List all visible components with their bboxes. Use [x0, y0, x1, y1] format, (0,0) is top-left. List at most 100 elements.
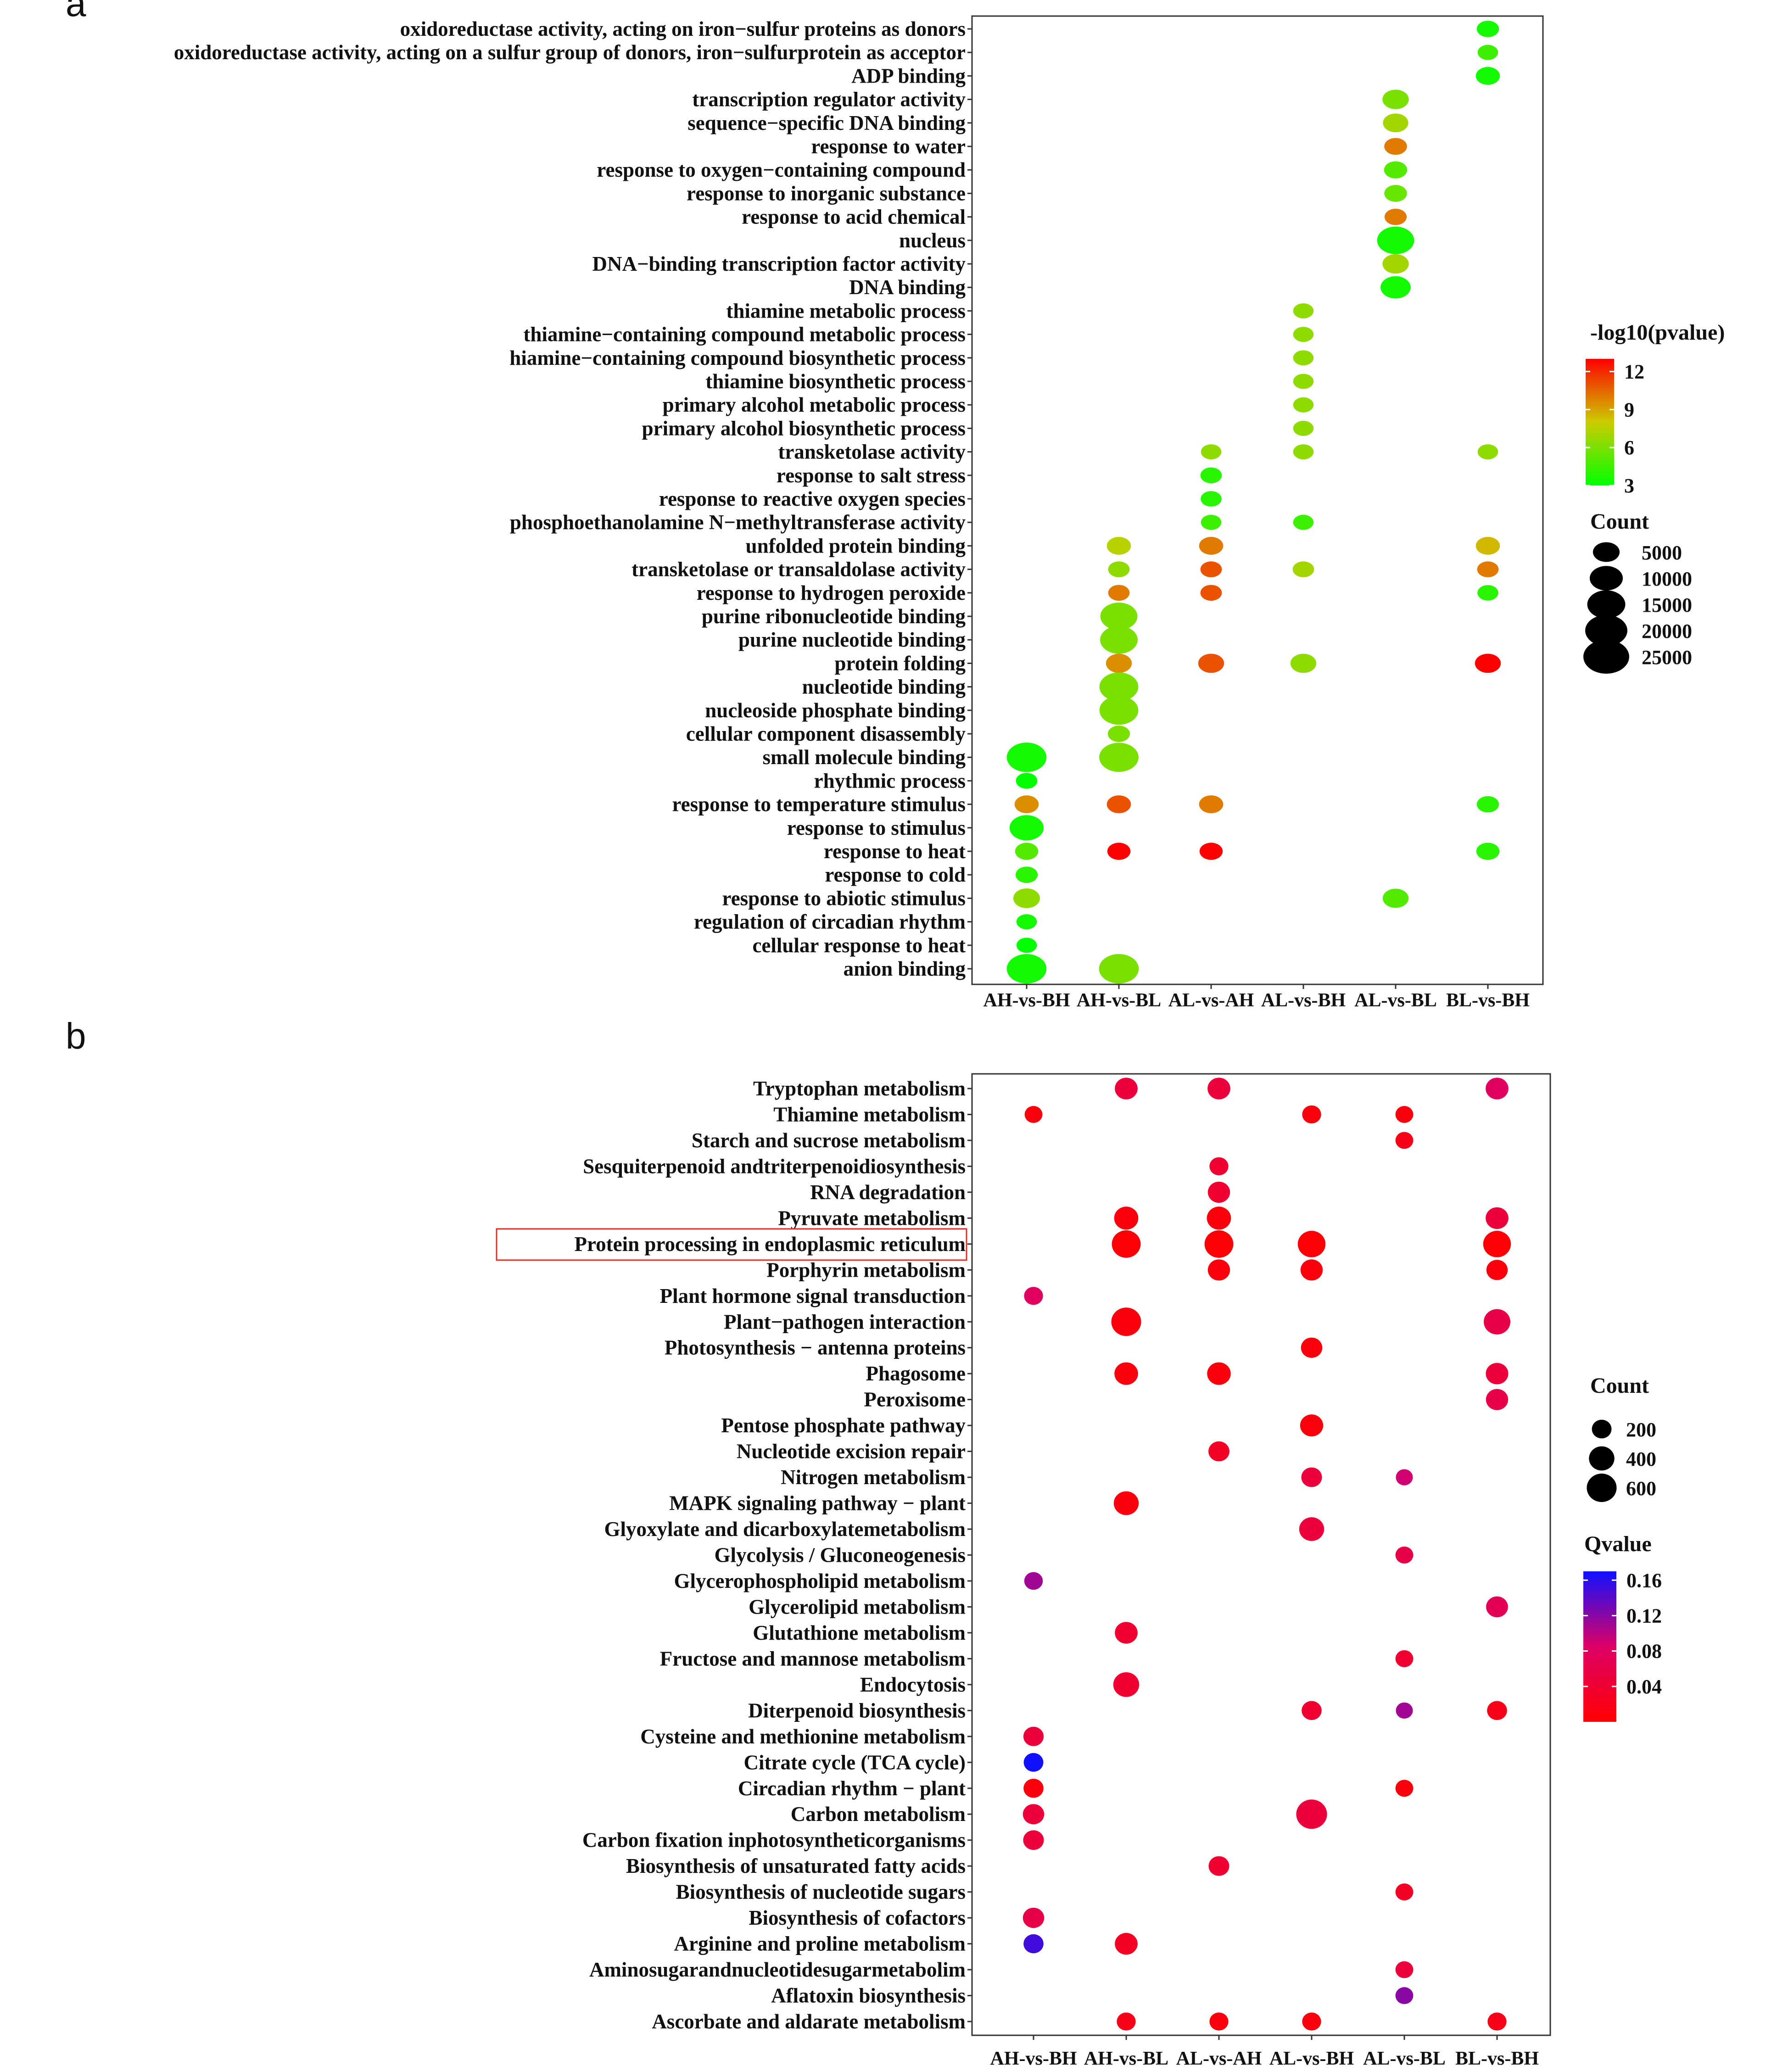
panel-a-y-tick-label: purine nucleotide binding [738, 628, 966, 651]
panel-b-data-point [1486, 1389, 1509, 1410]
panel-b-y-tick-label: Glycerolipid metabolism [749, 1595, 966, 1618]
panel-a-data-point [1199, 843, 1223, 860]
panel-a-data-point [1384, 138, 1407, 155]
panel-b-y-tick-label: Fructose and mannose metabolism [660, 1647, 966, 1670]
panel-a-data-point [1200, 561, 1222, 577]
panel-a-data-point [1107, 726, 1130, 742]
panel-b-data-point [1111, 1307, 1141, 1336]
panel-a-x-tick-label: AL-vs-AH [1168, 990, 1254, 1011]
panel-b-y-tick-label: Photosynthesis − antenna proteins [665, 1336, 966, 1359]
panel-b-data-point [1207, 1206, 1231, 1230]
panel-a-data-point [1476, 843, 1500, 860]
panel-b-data-point [1208, 1441, 1229, 1462]
panel-a-color-bar [1586, 359, 1614, 486]
panel-b-y-tick-label: Carbon metabolism [791, 1803, 966, 1826]
panel-a-y-tick-label: oxidoreductase activity, acting on a sul… [174, 41, 966, 64]
panel-a-data-point [1201, 491, 1222, 507]
panel-a-y-tick-label: response to heat [824, 840, 966, 863]
panel-a-data-point [1380, 276, 1411, 299]
panel-b-data-point [1209, 1157, 1229, 1176]
panel-b-data-point [1483, 1231, 1511, 1257]
panel-a-y-tick-label: thiamine−containing compound metabolic p… [523, 323, 966, 346]
panel-a-data-point [1290, 653, 1317, 673]
panel-a-data-point [1107, 843, 1131, 860]
panel-b-data-point [1209, 2012, 1229, 2031]
panel-a-chart: oxidoreductase activity, acting on iron−… [174, 15, 1725, 1011]
panel-a-y-tick-label: DNA−binding transcription factor activit… [592, 252, 966, 275]
panel-b-data-point [1023, 1778, 1044, 1798]
panel-a-size-key [1585, 614, 1627, 647]
panel-a-data-point [1108, 561, 1130, 577]
panel-b-data-point [1024, 1106, 1043, 1123]
panel-b-data-point [1024, 1572, 1043, 1590]
panel-b-y-tick-label: Sesquiterpenoid andtriterpenoidiosynthes… [583, 1155, 966, 1178]
panel-b-data-point [1301, 1467, 1322, 1487]
panel-b-data-point [1208, 1856, 1229, 1876]
panel-a-data-point [1015, 866, 1038, 883]
panel-a-data-point [1475, 536, 1500, 555]
panel-b-data-point [1115, 1622, 1138, 1644]
panel-b-color-tick-label: 0.08 [1626, 1640, 1662, 1663]
panel-a-data-point [1100, 626, 1138, 654]
panel-b-y-tick-label: Ascorbate and aldarate metabolism [652, 2010, 966, 2033]
panel-a-data-point [1475, 67, 1500, 85]
panel-b-y-tick-label: Starch and sucrose metabolism [692, 1129, 966, 1152]
panel-a-size-key [1583, 640, 1629, 674]
panel-a-data-point [1293, 374, 1314, 389]
panel-b-y-tick-label: Pentose phosphate pathway [721, 1414, 966, 1437]
panel-a-y-tick-label: hiamine−containing compound biosynthetic… [509, 346, 966, 369]
panel-a-y-tick-label: response to inorganic substance [687, 182, 966, 205]
panel-a-data-point [1293, 327, 1314, 342]
panel-a-y-tick-label: ADP binding [851, 64, 966, 87]
panel-a-data-point [1477, 444, 1498, 460]
panel-a-y-tick-label: sequence−specific DNA binding [687, 112, 966, 134]
panel-b-data-point [1024, 1287, 1043, 1305]
panel-b-data-point [1207, 1362, 1231, 1385]
panel-a-y-tick-label: small molecule binding [762, 746, 966, 769]
panel-b-data-point [1115, 1078, 1138, 1100]
panel-a-data-point [1200, 585, 1222, 601]
panel-a-data-point [1293, 303, 1314, 318]
panel-b-data-point [1023, 1804, 1045, 1825]
panel-a-y-tick-label: DNA binding [849, 276, 966, 299]
panel-b-y-tick-label: Nitrogen metabolism [781, 1466, 966, 1489]
panel-a-color-legend-title: -log10(pvalue) [1590, 320, 1725, 345]
panel-b-size-key-label: 400 [1626, 1448, 1656, 1470]
panel-b-y-tick-label: Peroxisome [864, 1388, 966, 1411]
panel-a-y-tick-label: protein folding [835, 652, 966, 675]
panel-a-y-tick-label: phosphoethanolamine N−methyltransferase … [510, 511, 966, 534]
panel-b-y-tick-label: Tryptophan metabolism [753, 1077, 966, 1100]
panel-a-data-point [1201, 444, 1222, 460]
panel-b-y-tick-label: Porphyrin metabolism [766, 1258, 966, 1281]
panel-b-y-tick-label: Citrate cycle (TCA cycle) [743, 1751, 966, 1774]
panel-b-data-point [1300, 1259, 1323, 1281]
panel-a-x-tick-label: AL-vs-BL [1354, 990, 1437, 1011]
panel-a-x-tick-label: AH-vs-BL [1077, 990, 1161, 1011]
panel-b-data-point [1486, 1363, 1509, 1385]
panel-a-size-key-label: 20000 [1642, 620, 1692, 642]
panel-a-data-point [1016, 914, 1037, 930]
panel-b-size-key-label: 200 [1626, 1419, 1656, 1441]
panel-b-color-tick-label: 0.04 [1626, 1675, 1662, 1698]
panel-b-data-point [1204, 1230, 1234, 1258]
panel-a-data-point [1292, 561, 1314, 577]
panel-a-y-tick-label: transketolase or transaldolase activity [631, 558, 966, 581]
panel-b-y-tick-label: Plant−pathogen interaction [724, 1310, 966, 1333]
panel-b-data-point [1395, 1987, 1414, 2005]
panel-a-data-point [1200, 467, 1222, 484]
panel-b-y-tick-label: Diterpenoid biosynthesis [748, 1699, 966, 1722]
panel-b-data-point [1117, 2012, 1136, 2031]
panel-a-size-key-label: 5000 [1642, 542, 1682, 564]
panel-b-data-point [1023, 1753, 1044, 1772]
panel-a-size-key-label: 15000 [1642, 594, 1692, 616]
panel-a-data-point [1106, 653, 1132, 673]
panel-b-data-point [1302, 1105, 1321, 1124]
panel-a-letter: a [66, 0, 86, 24]
panel-b-data-point [1302, 2012, 1321, 2031]
panel-b-y-tick-label: Glycolysis / Gluconeogenesis [714, 1544, 966, 1567]
panel-a-y-tick-label: anion binding [844, 957, 966, 980]
panel-b-y-tick-label: Biosynthesis of cofactors [749, 1906, 966, 1929]
panel-b-y-tick-label: Phagosome [866, 1362, 966, 1385]
panel-b-data-point [1296, 1799, 1327, 1829]
panel-a-data-point [1475, 653, 1501, 673]
